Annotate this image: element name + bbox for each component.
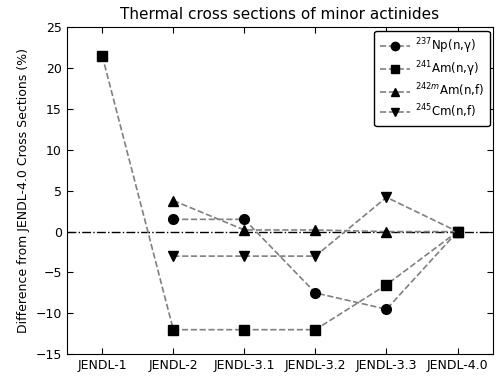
Title: Thermal cross sections of minor actinides: Thermal cross sections of minor actinide… [120,7,440,22]
Legend: $^{237}$Np(n,γ), $^{241}$Am(n,γ), $^{242m}$Am(n,f), $^{245}$Cm(n,f): $^{237}$Np(n,γ), $^{241}$Am(n,γ), $^{242… [374,31,490,126]
Y-axis label: Difference from JENDL-4.0 Cross Sections (%): Difference from JENDL-4.0 Cross Sections… [17,48,30,333]
